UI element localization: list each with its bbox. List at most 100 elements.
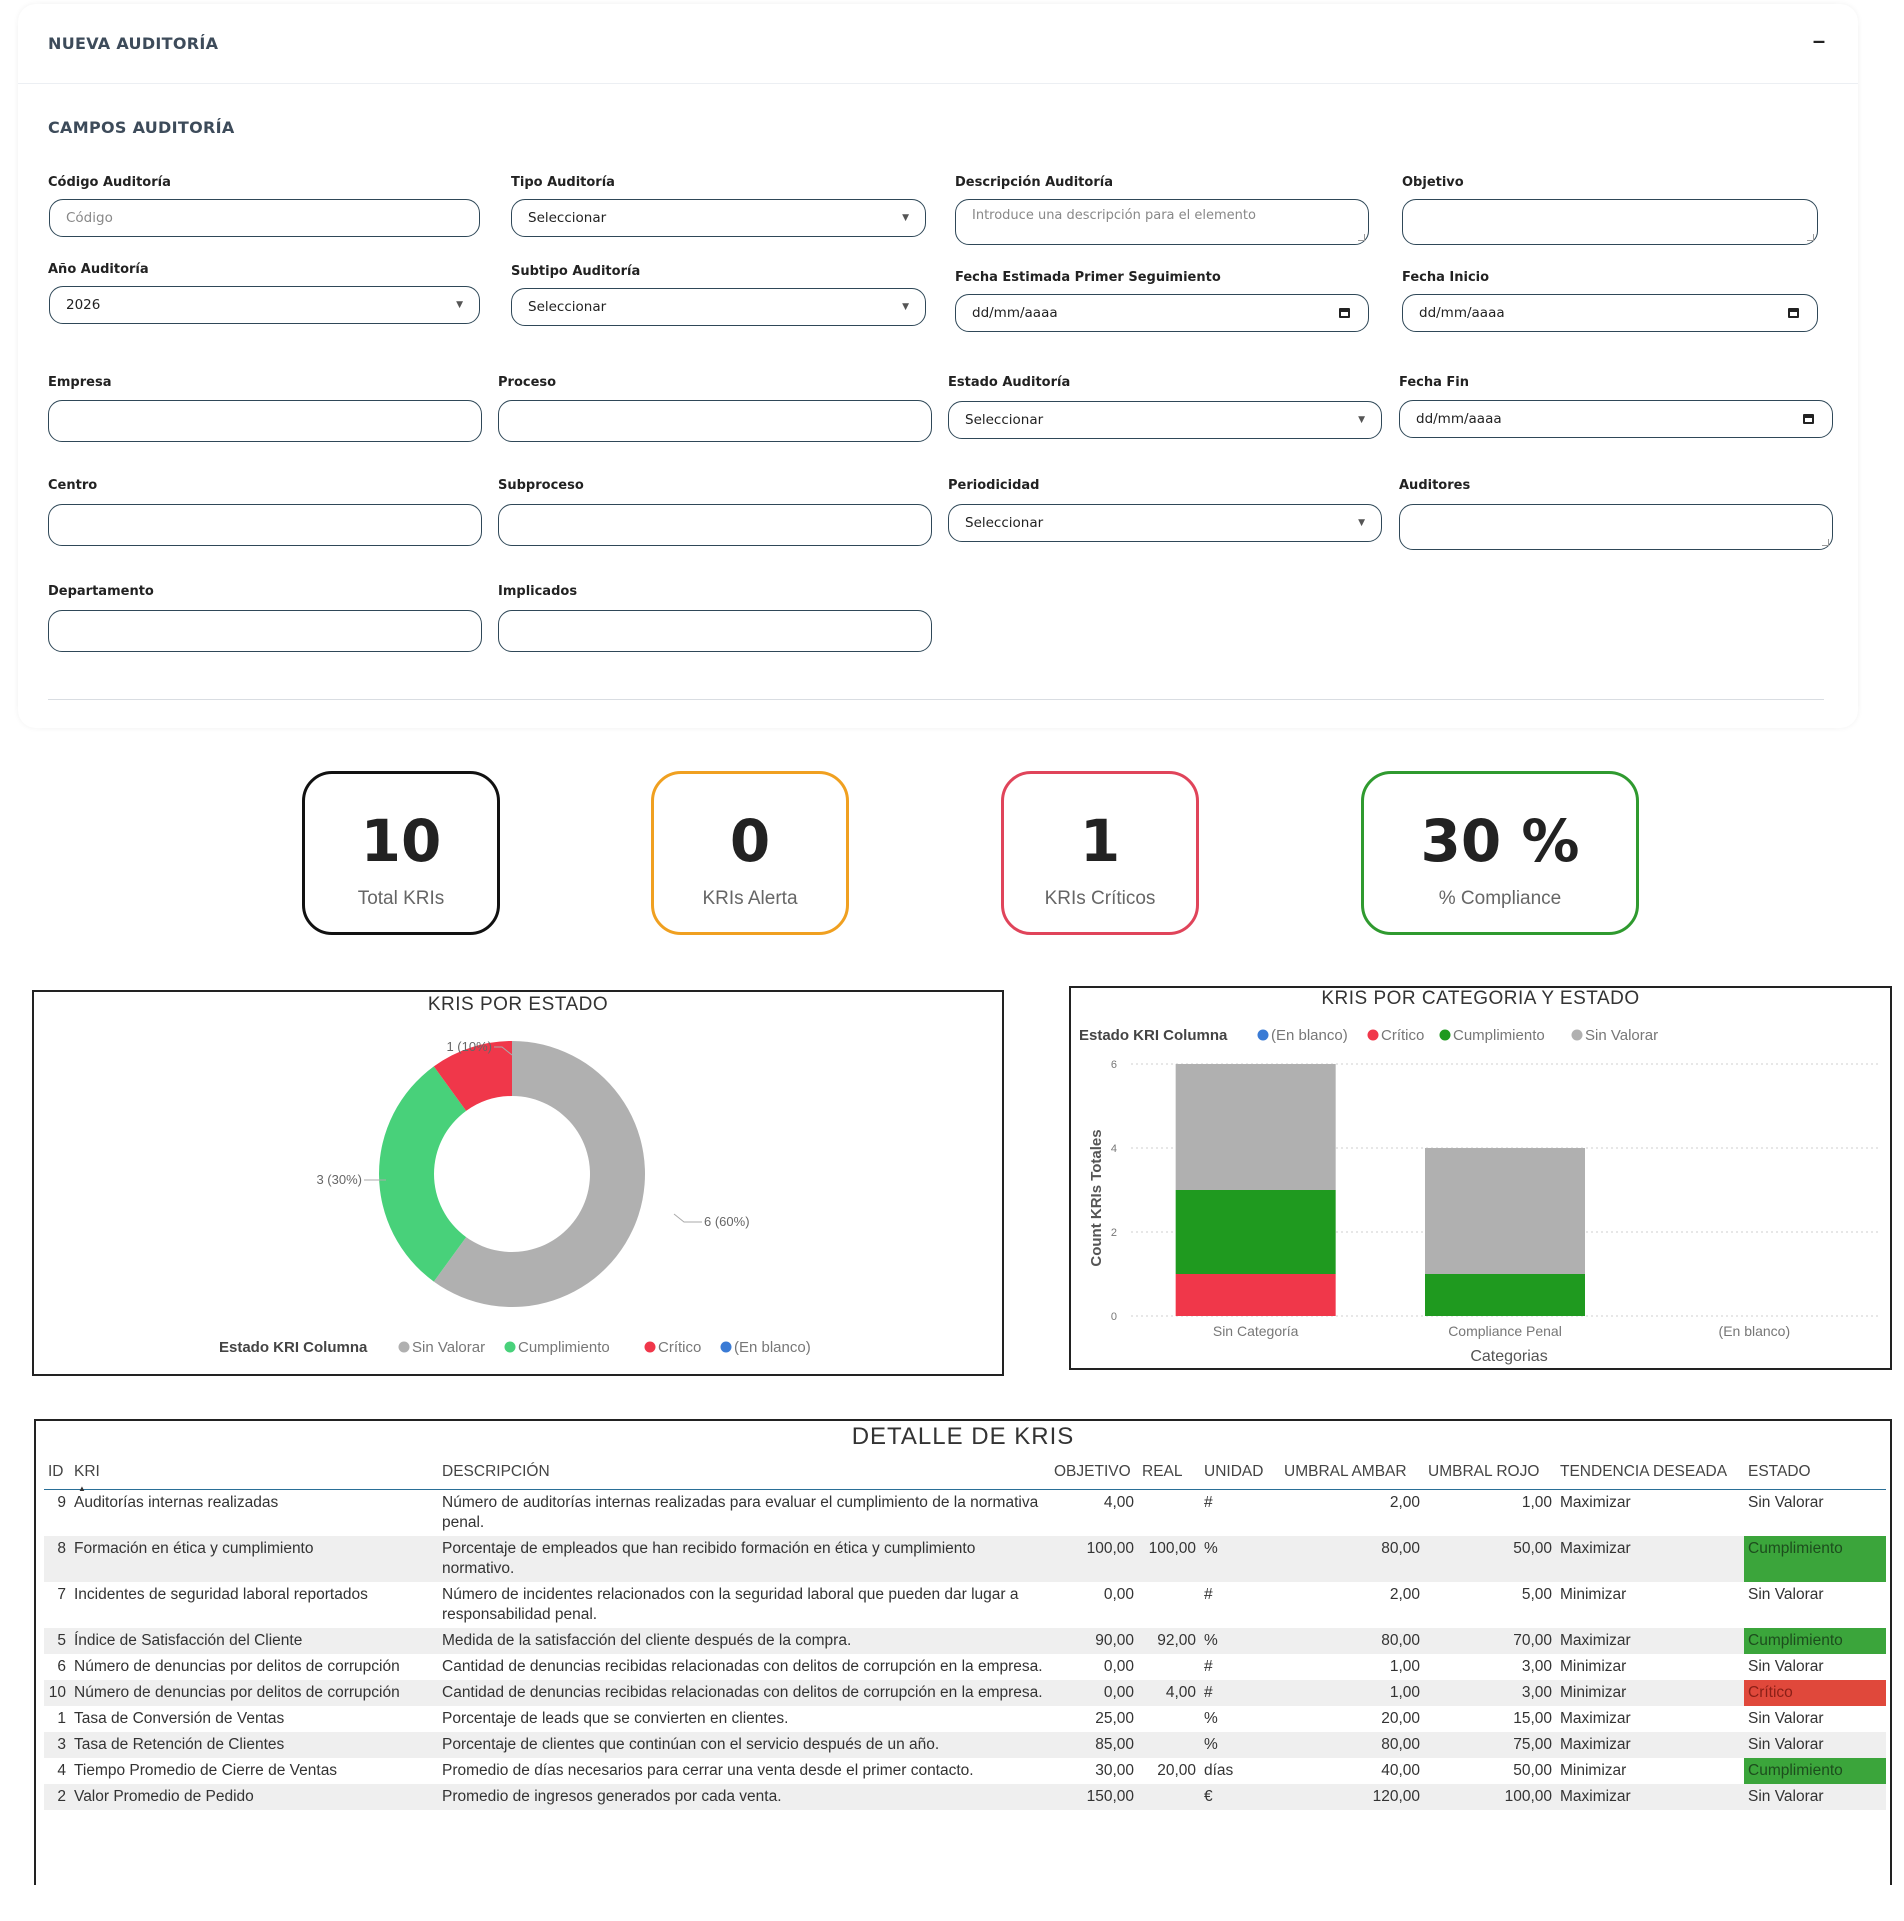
cell-descripcion: Cantidad de denuncias recibidas relacion… xyxy=(442,1658,1043,1675)
cell-umbral-rojo: 50,00 xyxy=(1424,1536,1556,1582)
auditores-textarea[interactable] xyxy=(1399,504,1833,550)
col-header-kri[interactable]: KRI ▲ xyxy=(70,1455,438,1493)
col-header-estado[interactable]: ESTADO xyxy=(1744,1455,1886,1490)
fecha-seguimiento-input[interactable]: dd/mm/aaaa xyxy=(955,294,1369,332)
cell-tendencia: Minimizar xyxy=(1560,1762,1627,1779)
subtipo-value: Seleccionar xyxy=(528,299,607,315)
legend-sin-valorar[interactable]: Sin Valorar xyxy=(1585,1027,1658,1044)
legend-en-blanco[interactable]: (En blanco) xyxy=(1271,1027,1348,1044)
calendar-icon[interactable] xyxy=(1803,414,1814,424)
table-row[interactable]: 6 Número de denuncias por delitos de corr… xyxy=(44,1654,1886,1680)
table-row[interactable]: 10 Número de denuncias por delitos de cor… xyxy=(44,1680,1886,1706)
cell-umbral-ambar: 80,00 xyxy=(1280,1628,1424,1654)
cell-kri: Auditorías internas realizadas xyxy=(74,1494,279,1511)
table-row[interactable]: 1 Tasa de Conversión de Ventas Porcentaje … xyxy=(44,1706,1886,1732)
kpi-value: 10 xyxy=(360,807,442,875)
cell-estado: Sin Valorar xyxy=(1744,1784,1886,1810)
tipo-select[interactable]: Seleccionar ▼ xyxy=(511,199,926,237)
subproceso-input[interactable] xyxy=(498,504,932,546)
resize-handle-icon[interactable] xyxy=(1822,539,1829,546)
chevron-down-icon: ▼ xyxy=(1358,415,1365,425)
centro-input[interactable] xyxy=(48,504,482,546)
empresa-label: Empresa xyxy=(48,375,112,390)
calendar-icon[interactable] xyxy=(1339,308,1350,318)
col-header-descripcion[interactable]: DESCRIPCIÓN xyxy=(438,1455,1050,1490)
table-row[interactable]: 2 Valor Promedio de Pedido Promedio de ing… xyxy=(44,1784,1886,1810)
kpi-kris-criticos: 1 KRIs Críticos xyxy=(1001,771,1199,935)
col-header-umbral-rojo[interactable]: UMBRAL ROJO xyxy=(1424,1455,1556,1490)
bar-ylabel: Count KRIs Totales xyxy=(1088,1129,1105,1266)
cell-real xyxy=(1138,1784,1200,1810)
periodicidad-select[interactable]: Seleccionar ▼ xyxy=(948,504,1382,542)
cell-kri: Número de denuncias por delitos de corru… xyxy=(70,1680,438,1706)
cell-tendencia: Minimizar xyxy=(1556,1680,1744,1706)
objetivo-textarea[interactable] xyxy=(1402,199,1818,245)
cell-tendencia: Maximizar xyxy=(1556,1784,1744,1810)
legend-dot-critico xyxy=(1367,1029,1379,1041)
empresa-input[interactable] xyxy=(48,400,482,442)
kpi-label: KRIs Alerta xyxy=(702,888,798,909)
table-row[interactable]: 7 Incidentes de seguridad laboral reporta… xyxy=(44,1582,1886,1628)
cell-umbral-ambar: 20,00 xyxy=(1381,1710,1420,1727)
tipo-value: Seleccionar xyxy=(528,210,607,226)
col-header-real[interactable]: REAL xyxy=(1138,1455,1200,1490)
cell-unidad: % xyxy=(1204,1710,1218,1727)
legend-sin-valorar[interactable]: Sin Valorar xyxy=(412,1339,485,1356)
cell-estado: Crítico xyxy=(1744,1680,1886,1706)
col-header-objetivo[interactable]: OBJETIVO xyxy=(1050,1455,1138,1490)
col-header-tendencia[interactable]: TENDENCIA DESEADA xyxy=(1556,1455,1744,1490)
col-header-kri-label: KRI xyxy=(74,1463,100,1480)
table-row[interactable]: 8 Formación en ética y cumplimiento Porcen… xyxy=(44,1536,1886,1582)
legend-en-blanco[interactable]: (En blanco) xyxy=(734,1339,811,1356)
bar-title: KRIS POR CATEGORIA Y ESTADO xyxy=(1321,988,1640,1009)
anio-select[interactable]: 2026 ▼ xyxy=(49,286,480,324)
bar-segment-sin-valorar[interactable] xyxy=(1425,1148,1585,1274)
cell-estado: Cumplimiento xyxy=(1744,1758,1886,1784)
calendar-icon[interactable] xyxy=(1788,308,1799,318)
card-header: NUEVA AUDITORÍA – xyxy=(18,4,1858,84)
bar-panel: KRIS POR CATEGORIA Y ESTADO Estado KRI C… xyxy=(1069,986,1892,1370)
fecha-inicio-input[interactable]: dd/mm/aaaa xyxy=(1402,294,1818,332)
cell-real xyxy=(1138,1732,1200,1758)
subtipo-select[interactable]: Seleccionar ▼ xyxy=(511,288,926,326)
estado-select[interactable]: Seleccionar ▼ xyxy=(948,401,1382,439)
bar-segment-cumplimiento[interactable] xyxy=(1175,1190,1336,1274)
table-title: DETALLE DE KRIS xyxy=(851,1423,1075,1450)
cell-tendencia: Maximizar xyxy=(1556,1732,1744,1758)
col-header-unidad[interactable]: UNIDAD xyxy=(1200,1455,1280,1490)
donut-slice-cumplimiento[interactable] xyxy=(379,1066,467,1282)
donut-slice-critico[interactable] xyxy=(433,1041,512,1111)
col-header-id[interactable]: ID xyxy=(44,1455,70,1490)
cell-objetivo: 25,00 xyxy=(1095,1710,1134,1727)
implicados-input[interactable] xyxy=(498,610,932,652)
proceso-input[interactable] xyxy=(498,400,932,442)
legend-cumplimiento[interactable]: Cumplimiento xyxy=(518,1339,610,1356)
cell-kri: Valor Promedio de Pedido xyxy=(70,1784,438,1810)
legend-critico[interactable]: Crítico xyxy=(658,1339,701,1356)
cell-umbral-rojo: 1,00 xyxy=(1521,1494,1552,1511)
table-row[interactable]: 4 Tiempo Promedio de Cierre de Ventas Prom… xyxy=(44,1758,1886,1784)
cell-objetivo: 30,00 xyxy=(1095,1762,1134,1779)
bar-segment-cumplimiento[interactable] xyxy=(1425,1274,1585,1316)
cell-estado: Sin Valorar xyxy=(1748,1710,1824,1727)
collapse-button[interactable]: – xyxy=(1812,28,1826,53)
table-row[interactable]: 5 Índice de Satisfacción del Cliente Medid… xyxy=(44,1628,1886,1654)
table-row[interactable]: 9 Auditorías internas realizadas Número de… xyxy=(44,1490,1886,1537)
resize-handle-icon[interactable] xyxy=(1358,234,1365,241)
donut-slice-sin-valorar[interactable] xyxy=(433,1041,646,1307)
table-row[interactable]: 3 Tasa de Retención de Clientes Porcentaje… xyxy=(44,1732,1886,1758)
cell-id: 6 xyxy=(57,1658,66,1675)
fecha-fin-input[interactable]: dd/mm/aaaa xyxy=(1399,400,1833,438)
bar-segment-critico[interactable] xyxy=(1175,1274,1336,1316)
implicados-label: Implicados xyxy=(498,584,578,599)
codigo-input[interactable]: Código xyxy=(49,199,480,237)
departamento-input[interactable] xyxy=(48,610,482,652)
col-header-umbral-ambar[interactable]: UMBRAL AMBAR xyxy=(1280,1455,1424,1490)
descripcion-textarea[interactable]: Introduce una descripción para el elemen… xyxy=(955,199,1369,245)
resize-handle-icon[interactable] xyxy=(1807,234,1814,241)
bar-segment-sin-valorar[interactable] xyxy=(1175,1064,1336,1190)
kpi-label: Total KRIs xyxy=(357,888,445,909)
legend-critico[interactable]: Crítico xyxy=(1381,1027,1424,1044)
cell-estado: Sin Valorar xyxy=(1748,1658,1824,1675)
legend-cumplimiento[interactable]: Cumplimiento xyxy=(1453,1027,1545,1044)
